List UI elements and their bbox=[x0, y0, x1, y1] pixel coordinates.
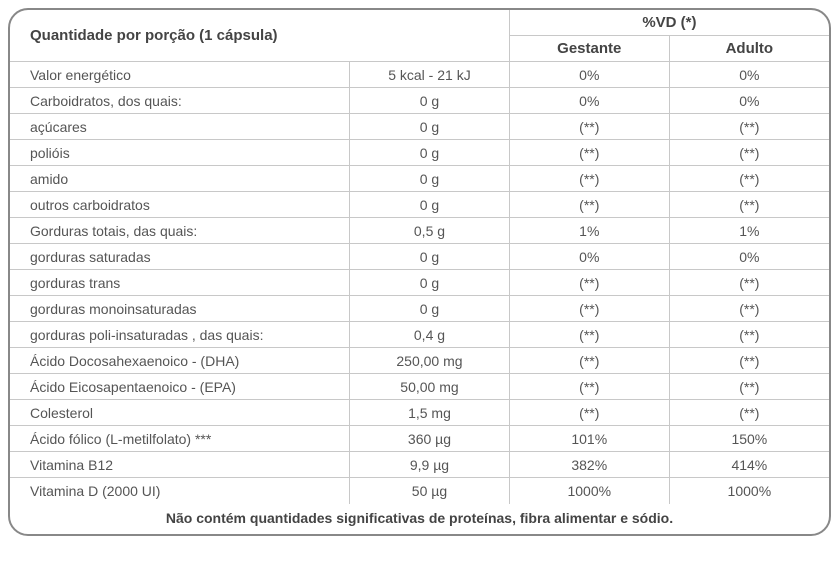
cell-gestante: (**) bbox=[509, 374, 669, 400]
cell-gestante: (**) bbox=[509, 192, 669, 218]
cell-name: Carboidratos, dos quais: bbox=[10, 88, 350, 114]
cell-gestante: 0% bbox=[509, 62, 669, 88]
cell-amount: 0,5 g bbox=[350, 218, 510, 244]
cell-gestante: (**) bbox=[509, 114, 669, 140]
cell-gestante: 101% bbox=[509, 426, 669, 452]
cell-name: amido bbox=[10, 166, 350, 192]
cell-gestante: (**) bbox=[509, 166, 669, 192]
cell-adulto: (**) bbox=[669, 322, 829, 348]
cell-gestante: (**) bbox=[509, 400, 669, 426]
header-vd: %VD (*) bbox=[509, 10, 829, 36]
cell-name: Gorduras totais, das quais: bbox=[10, 218, 350, 244]
table-row: gorduras monoinsaturadas0 g(**)(**) bbox=[10, 296, 829, 322]
cell-amount: 0 g bbox=[350, 192, 510, 218]
cell-name: Ácido Eicosapentaenoico - (EPA) bbox=[10, 374, 350, 400]
cell-adulto: (**) bbox=[669, 192, 829, 218]
cell-name: gorduras saturadas bbox=[10, 244, 350, 270]
cell-amount: 360 µg bbox=[350, 426, 510, 452]
cell-amount: 250,00 mg bbox=[350, 348, 510, 374]
cell-adulto: (**) bbox=[669, 348, 829, 374]
nutrition-table: Quantidade por porção (1 cápsula) %VD (*… bbox=[10, 10, 829, 504]
header-adulto: Adulto bbox=[669, 36, 829, 62]
cell-name: Ácido Docosahexaenoico - (DHA) bbox=[10, 348, 350, 374]
cell-name: gorduras trans bbox=[10, 270, 350, 296]
cell-adulto: 150% bbox=[669, 426, 829, 452]
cell-amount: 0 g bbox=[350, 270, 510, 296]
cell-name: Vitamina B12 bbox=[10, 452, 350, 478]
cell-adulto: (**) bbox=[669, 296, 829, 322]
cell-amount: 0 g bbox=[350, 244, 510, 270]
cell-gestante: 1% bbox=[509, 218, 669, 244]
cell-adulto: (**) bbox=[669, 166, 829, 192]
footer-note: Não contém quantidades significativas de… bbox=[10, 504, 829, 534]
table-row: amido0 g(**)(**) bbox=[10, 166, 829, 192]
cell-adulto: (**) bbox=[669, 140, 829, 166]
cell-adulto: 0% bbox=[669, 62, 829, 88]
cell-adulto: 1000% bbox=[669, 478, 829, 504]
table-row: Vitamina D (2000 UI)50 µg1000%1000% bbox=[10, 478, 829, 504]
cell-name: Colesterol bbox=[10, 400, 350, 426]
cell-amount: 5 kcal - 21 kJ bbox=[350, 62, 510, 88]
cell-amount: 0 g bbox=[350, 166, 510, 192]
cell-gestante: (**) bbox=[509, 322, 669, 348]
cell-adulto: (**) bbox=[669, 270, 829, 296]
header-gestante: Gestante bbox=[509, 36, 669, 62]
cell-gestante: 0% bbox=[509, 88, 669, 114]
cell-name: gorduras poli-insaturadas , das quais: bbox=[10, 322, 350, 348]
table-row: Ácido fólico (L-metilfolato) ***360 µg10… bbox=[10, 426, 829, 452]
cell-amount: 0 g bbox=[350, 114, 510, 140]
cell-amount: 0 g bbox=[350, 140, 510, 166]
cell-gestante: (**) bbox=[509, 140, 669, 166]
cell-name: Ácido fólico (L-metilfolato) *** bbox=[10, 426, 350, 452]
cell-amount: 9,9 µg bbox=[350, 452, 510, 478]
cell-name: polióis bbox=[10, 140, 350, 166]
table-row: Ácido Docosahexaenoico - (DHA)250,00 mg(… bbox=[10, 348, 829, 374]
cell-amount: 1,5 mg bbox=[350, 400, 510, 426]
cell-amount: 50 µg bbox=[350, 478, 510, 504]
cell-name: Valor energético bbox=[10, 62, 350, 88]
cell-gestante: (**) bbox=[509, 270, 669, 296]
cell-gestante: 0% bbox=[509, 244, 669, 270]
cell-adulto: 1% bbox=[669, 218, 829, 244]
cell-gestante: (**) bbox=[509, 348, 669, 374]
header-main: Quantidade por porção (1 cápsula) bbox=[10, 10, 509, 62]
cell-adulto: 0% bbox=[669, 244, 829, 270]
cell-name: outros carboidratos bbox=[10, 192, 350, 218]
table-row: polióis0 g(**)(**) bbox=[10, 140, 829, 166]
table-row: Gorduras totais, das quais:0,5 g1%1% bbox=[10, 218, 829, 244]
cell-name: gorduras monoinsaturadas bbox=[10, 296, 350, 322]
table-row: Vitamina B129,9 µg382%414% bbox=[10, 452, 829, 478]
table-row: Valor energético5 kcal - 21 kJ0%0% bbox=[10, 62, 829, 88]
cell-adulto: 414% bbox=[669, 452, 829, 478]
cell-gestante: 1000% bbox=[509, 478, 669, 504]
cell-adulto: (**) bbox=[669, 374, 829, 400]
cell-amount: 0,4 g bbox=[350, 322, 510, 348]
cell-amount: 0 g bbox=[350, 296, 510, 322]
cell-adulto: 0% bbox=[669, 88, 829, 114]
cell-name: açúcares bbox=[10, 114, 350, 140]
cell-adulto: (**) bbox=[669, 114, 829, 140]
cell-amount: 0 g bbox=[350, 88, 510, 114]
cell-name: Vitamina D (2000 UI) bbox=[10, 478, 350, 504]
table-row: Ácido Eicosapentaenoico - (EPA)50,00 mg(… bbox=[10, 374, 829, 400]
table-row: outros carboidratos0 g(**)(**) bbox=[10, 192, 829, 218]
nutrition-table-container: Quantidade por porção (1 cápsula) %VD (*… bbox=[8, 8, 831, 536]
table-row: Carboidratos, dos quais:0 g0%0% bbox=[10, 88, 829, 114]
table-row: gorduras saturadas0 g0%0% bbox=[10, 244, 829, 270]
cell-amount: 50,00 mg bbox=[350, 374, 510, 400]
table-row: gorduras trans0 g(**)(**) bbox=[10, 270, 829, 296]
table-row: açúcares0 g(**)(**) bbox=[10, 114, 829, 140]
cell-adulto: (**) bbox=[669, 400, 829, 426]
table-row: Colesterol1,5 mg(**)(**) bbox=[10, 400, 829, 426]
cell-gestante: 382% bbox=[509, 452, 669, 478]
table-row: gorduras poli-insaturadas , das quais:0,… bbox=[10, 322, 829, 348]
cell-gestante: (**) bbox=[509, 296, 669, 322]
